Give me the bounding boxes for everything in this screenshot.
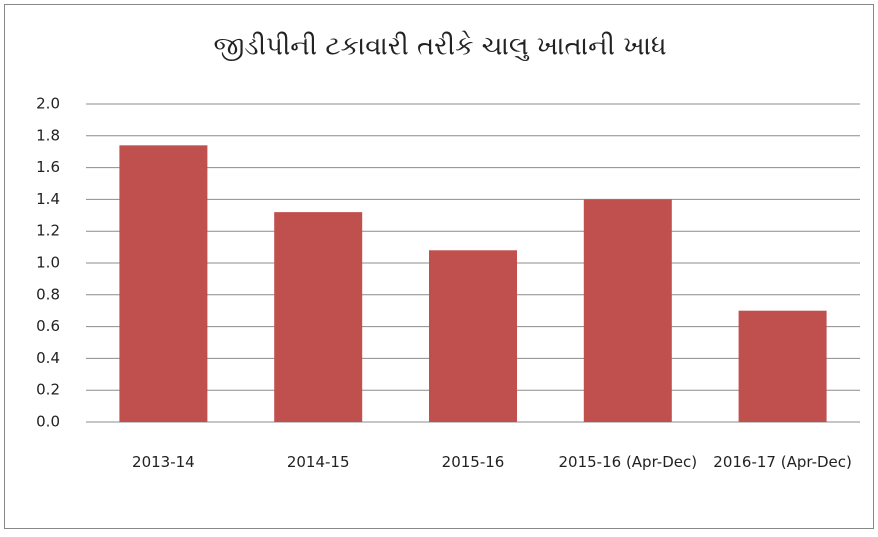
- y-tick-label: 1.6: [36, 158, 60, 176]
- x-tick-label: 2013-14: [132, 453, 195, 471]
- y-tick-label: 2.0: [36, 95, 60, 113]
- y-tick-label: 0.0: [36, 413, 60, 431]
- y-tick-label: 1.4: [36, 190, 60, 208]
- y-tick-label: 0.8: [36, 285, 60, 303]
- bar: [583, 199, 672, 422]
- x-tick-label-box: 2015-16 (Apr-Dec): [558, 453, 698, 471]
- y-tick-label: 1.8: [36, 126, 60, 144]
- x-tick-label-box: 2015-16: [441, 453, 505, 471]
- y-tick-label: 0.6: [36, 317, 60, 335]
- bar: [738, 310, 827, 422]
- chart-title: જીડીપીની ટકાવારી તરીકે ચાલુ ખાતાની ખાધ: [213, 31, 666, 61]
- bar: [429, 250, 517, 422]
- y-tick-label: 0.2: [36, 381, 60, 399]
- x-tick-label: 2016-17 (Apr-Dec): [713, 453, 852, 471]
- y-tick-label: 1.2: [36, 222, 60, 240]
- x-tick-label-box: 2014-15: [286, 453, 350, 471]
- y-tick-label: 1.0: [36, 254, 60, 272]
- x-tick-label-box: 2013-14: [132, 453, 195, 471]
- x-tick-label-box: 2016-17 (Apr-Dec): [713, 453, 852, 471]
- bar: [119, 145, 208, 422]
- bar: [274, 212, 363, 422]
- x-tick-label: 2015-16: [441, 453, 505, 471]
- x-tick-label: 2015-16 (Apr-Dec): [558, 453, 698, 471]
- y-tick-label: 0.4: [36, 349, 60, 367]
- x-tick-label: 2014-15: [286, 453, 350, 471]
